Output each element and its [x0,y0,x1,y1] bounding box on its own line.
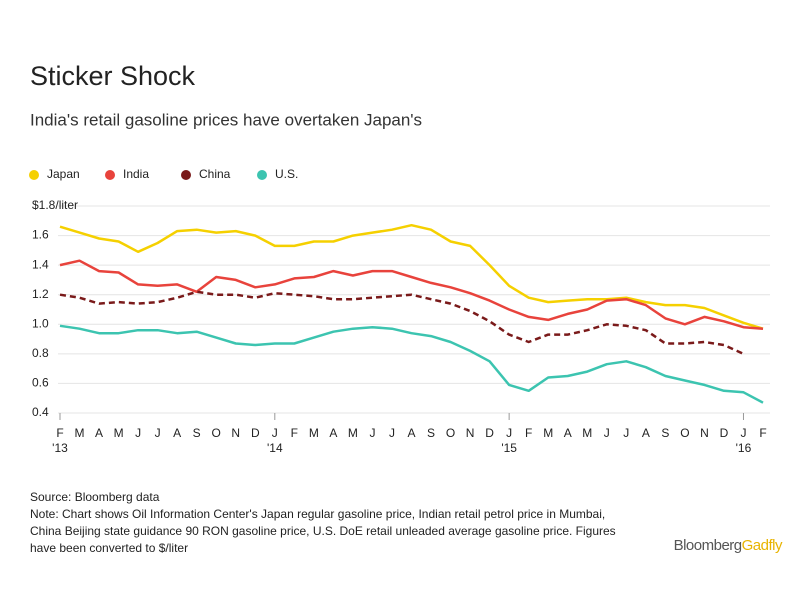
x-tick-label: F [525,426,532,440]
x-tick-label: J [389,426,395,440]
x-tick-label: F [291,426,298,440]
x-tick-label: F [56,426,63,440]
y-tick-label: $1.8/liter [32,198,78,212]
x-year-label: '14 [267,441,283,455]
series-line [59,324,764,404]
legend-marker [181,170,191,180]
x-tick-label: D [485,426,494,440]
legend-marker [257,170,267,180]
x-year-label: '13 [52,441,68,455]
note: have been converted to $/liter [30,541,188,555]
y-tick-label: 1.6 [32,228,49,242]
x-tick-label: J [272,426,278,440]
x-tick-label: O [446,426,455,440]
series-line [59,223,764,330]
source: Source: Bloomberg data [30,490,160,504]
note: China Beijing state guidance 90 RON gaso… [30,524,616,538]
x-tick-label: J [604,426,610,440]
x-tick-label: O [680,426,689,440]
x-tick-label: J [740,426,746,440]
x-tick-label: A [407,426,415,440]
x-tick-label: N [231,426,240,440]
x-tick-label: D [720,426,729,440]
note: Note: Chart shows Oil Information Center… [30,507,605,521]
legend-marker [29,170,39,180]
legend-label: China [199,167,231,181]
x-tick-label: O [212,426,221,440]
x-tick-label: J [155,426,161,440]
y-tick-label: 0.4 [32,405,49,419]
x-year-label: '16 [736,441,752,455]
y-tick-label: 1.0 [32,316,49,330]
series-line [59,290,745,356]
x-year-label: '15 [501,441,517,455]
chart-title: Sticker Shock [30,61,196,91]
y-tick-label: 0.6 [32,376,49,390]
y-tick-label: 0.8 [32,346,49,360]
x-tick-label: S [661,426,669,440]
x-tick-label: D [251,426,260,440]
x-tick-label: M [543,426,553,440]
brand-name: Bloomberg [674,537,742,554]
chart-subtitle: India's retail gasoline prices have over… [30,110,422,129]
x-tick-label: A [173,426,181,440]
y-tick-label: 1.2 [32,287,49,301]
legend-label: India [123,167,149,181]
x-tick-label: F [759,426,766,440]
x-tick-label: M [582,426,592,440]
legend-marker [105,170,115,180]
x-tick-label: N [700,426,709,440]
legend-label: Japan [47,167,80,181]
x-tick-label: S [193,426,201,440]
x-tick-label: A [95,426,103,440]
brand: BloombergGadfly [674,537,783,554]
legend-label: U.S. [275,167,298,181]
series-line [59,259,764,330]
x-tick-label: J [506,426,512,440]
x-tick-label: M [309,426,319,440]
x-tick-label: J [369,426,375,440]
y-tick-label: 1.4 [32,257,49,271]
x-tick-label: N [466,426,475,440]
x-tick-label: M [114,426,124,440]
x-tick-label: S [427,426,435,440]
x-tick-label: M [75,426,85,440]
x-tick-label: A [329,426,337,440]
x-tick-label: M [348,426,358,440]
x-tick-label: A [642,426,650,440]
x-tick-label: J [623,426,629,440]
x-tick-label: J [135,426,141,440]
brand-product: Gadfly [742,537,783,554]
x-tick-label: A [564,426,572,440]
